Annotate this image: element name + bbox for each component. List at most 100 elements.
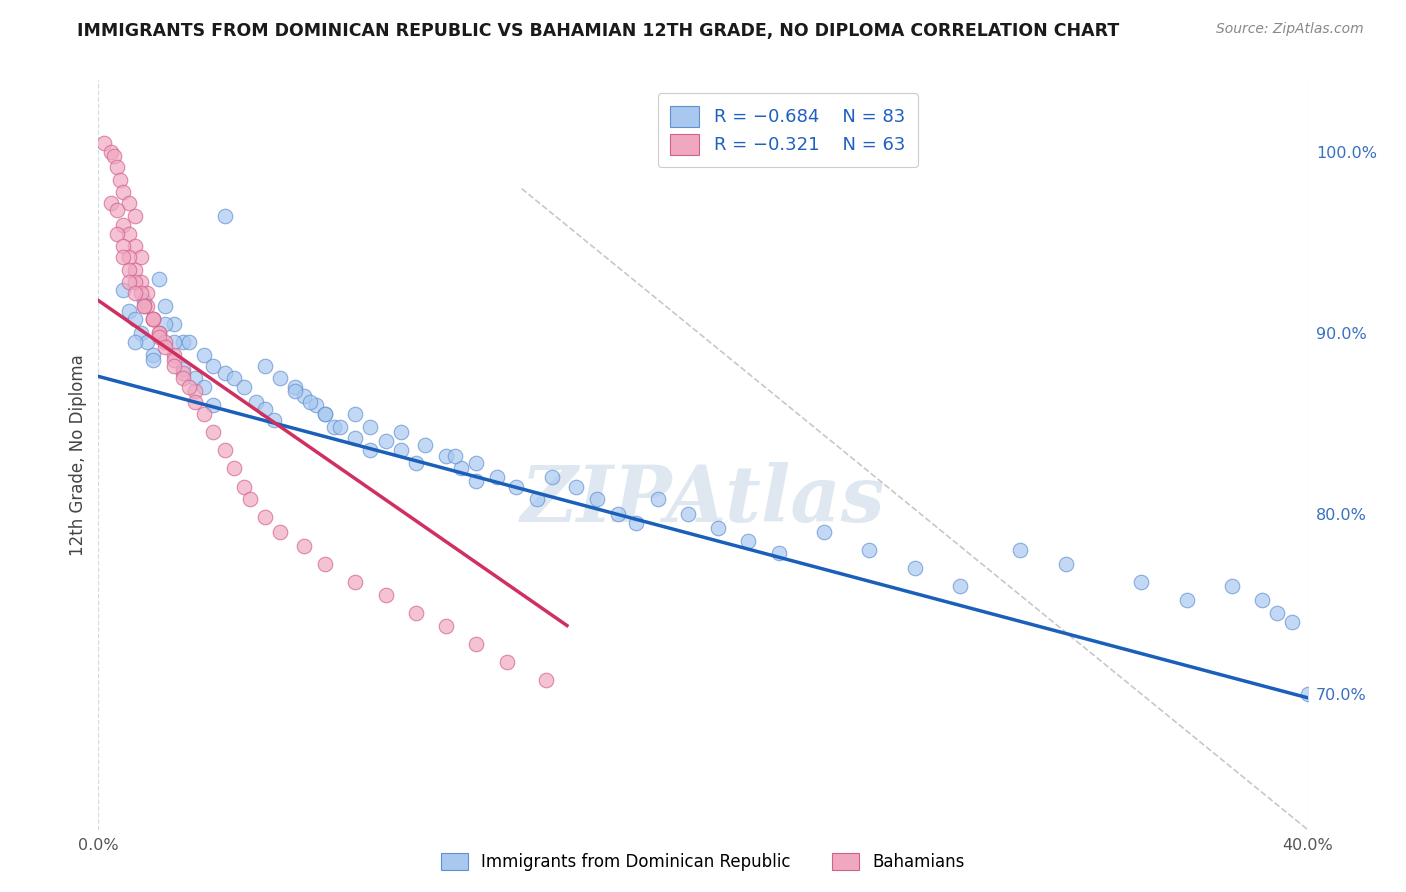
Point: [360, 443, 382, 458]
Point: [202, 398, 225, 412]
Point: [214, 366, 236, 380]
Point: [284, 380, 307, 394]
Point: [263, 413, 285, 427]
Point: [118, 227, 141, 241]
Point: [813, 524, 835, 539]
Point: [323, 420, 346, 434]
Point: [129, 286, 152, 301]
Point: [768, 546, 790, 560]
Point: [565, 479, 588, 493]
Text: ZIPAtlas: ZIPAtlas: [520, 462, 886, 538]
Point: [434, 618, 457, 632]
Point: [153, 299, 176, 313]
Point: [344, 431, 367, 445]
Point: [118, 276, 141, 290]
Point: [737, 533, 759, 548]
Point: [148, 326, 170, 340]
Point: [224, 371, 246, 385]
Point: [124, 276, 146, 290]
Point: [1010, 542, 1032, 557]
Point: [118, 263, 141, 277]
Point: [540, 470, 562, 484]
Point: [214, 443, 236, 458]
Point: [239, 492, 262, 507]
Point: [344, 407, 367, 421]
Legend: Immigrants from Dominican Republic, Bahamians: Immigrants from Dominican Republic, Baha…: [433, 845, 973, 880]
Point: [360, 420, 382, 434]
Point: [124, 334, 146, 349]
Point: [105, 203, 128, 218]
Point: [858, 542, 880, 557]
Y-axis label: 12th Grade, No Diploma: 12th Grade, No Diploma: [69, 354, 87, 556]
Point: [163, 334, 186, 349]
Point: [329, 420, 352, 434]
Point: [153, 334, 176, 349]
Point: [534, 673, 557, 687]
Point: [292, 539, 315, 553]
Point: [305, 398, 328, 412]
Point: [495, 655, 517, 669]
Point: [253, 510, 276, 524]
Point: [1175, 593, 1198, 607]
Point: [124, 286, 146, 301]
Point: [1267, 606, 1289, 620]
Point: [1054, 557, 1077, 571]
Point: [904, 561, 927, 575]
Point: [586, 492, 609, 507]
Point: [374, 434, 396, 449]
Point: [314, 557, 336, 571]
Point: [105, 160, 128, 174]
Point: [172, 334, 194, 349]
Point: [1251, 593, 1274, 607]
Point: [142, 311, 165, 326]
Point: [148, 272, 170, 286]
Point: [108, 172, 131, 186]
Point: [389, 443, 412, 458]
Point: [118, 196, 141, 211]
Point: [142, 311, 165, 326]
Point: [450, 461, 472, 475]
Point: [135, 286, 157, 301]
Point: [486, 470, 509, 484]
Point: [124, 263, 146, 277]
Point: [676, 507, 699, 521]
Point: [163, 359, 186, 373]
Point: [124, 311, 146, 326]
Point: [193, 380, 215, 394]
Point: [269, 371, 291, 385]
Point: [202, 425, 225, 440]
Text: Source: ZipAtlas.com: Source: ZipAtlas.com: [1216, 22, 1364, 37]
Point: [111, 185, 134, 199]
Point: [253, 359, 276, 373]
Point: [148, 329, 170, 343]
Point: [93, 136, 115, 151]
Point: [314, 407, 336, 421]
Point: [100, 196, 122, 211]
Point: [184, 384, 207, 398]
Point: [202, 359, 225, 373]
Point: [163, 317, 186, 331]
Legend: R = −0.684    N = 83, R = −0.321    N = 63: R = −0.684 N = 83, R = −0.321 N = 63: [658, 93, 918, 168]
Point: [105, 227, 128, 241]
Point: [413, 438, 436, 452]
Point: [124, 239, 146, 253]
Point: [172, 366, 194, 380]
Point: [314, 407, 336, 421]
Point: [142, 311, 165, 326]
Point: [193, 407, 215, 421]
Point: [132, 299, 155, 313]
Point: [444, 449, 467, 463]
Point: [1130, 575, 1153, 590]
Point: [505, 479, 527, 493]
Point: [465, 474, 488, 488]
Point: [179, 334, 201, 349]
Point: [405, 456, 427, 470]
Point: [172, 362, 194, 376]
Point: [142, 348, 165, 362]
Point: [148, 326, 170, 340]
Point: [118, 250, 141, 264]
Point: [153, 341, 176, 355]
Point: [405, 606, 427, 620]
Point: [100, 145, 122, 160]
Point: [253, 401, 276, 416]
